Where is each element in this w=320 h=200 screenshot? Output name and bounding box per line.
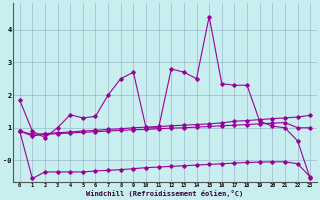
X-axis label: Windchill (Refroidissement éolien,°C): Windchill (Refroidissement éolien,°C) — [86, 190, 244, 197]
